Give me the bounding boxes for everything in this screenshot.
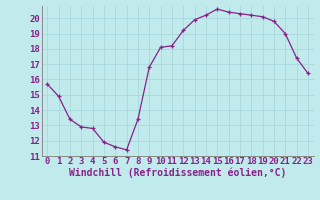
X-axis label: Windchill (Refroidissement éolien,°C): Windchill (Refroidissement éolien,°C) [69,168,286,178]
